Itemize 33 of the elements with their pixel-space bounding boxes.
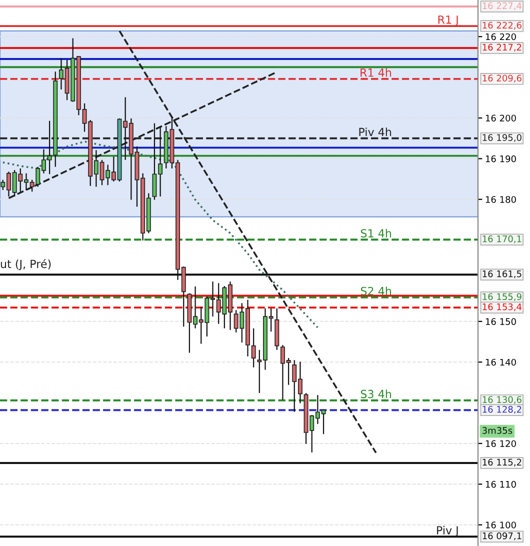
y-tick-label: 16 110 xyxy=(486,480,516,488)
annotation: S3 4h xyxy=(360,390,392,398)
y-tick-label: 16 120 xyxy=(486,440,516,448)
annotation: S2 4h xyxy=(360,286,392,296)
annotation: Piv 4h xyxy=(359,128,392,136)
y-tick-label: 16 190 xyxy=(486,155,516,162)
ref-line-label: 16 170,1 xyxy=(482,235,522,244)
y-tick-label: 16 200 xyxy=(486,114,516,122)
ref-line-label: 16 155,9 xyxy=(482,293,522,301)
y-tick-label: 16 180 xyxy=(486,196,516,203)
annotation: ut (J, Pré) xyxy=(0,259,51,270)
ref-line-label: 16 130,6 xyxy=(482,396,522,404)
ref-line-label: 16 115,2 xyxy=(482,458,522,467)
ref-line-label: 16 209,6 xyxy=(482,74,522,82)
ref-line-label: 16 161,5 xyxy=(482,270,522,278)
y-tick-label: 16 220 xyxy=(486,33,516,40)
annotation: R1 4h xyxy=(360,68,392,77)
y-tick-label: 16 140 xyxy=(486,358,516,366)
y-tick-label: 16 100 xyxy=(486,522,516,528)
line-series xyxy=(2,140,319,328)
ref-line-label: 16 153,4 xyxy=(482,303,522,312)
annotation: S1 4h xyxy=(360,228,392,238)
y-tick-label: 16 150 xyxy=(486,318,516,325)
ref-line-label: 16 222,6 xyxy=(482,22,522,30)
annotation: R1 J xyxy=(438,16,458,26)
ref-line-label: 16 217,2 xyxy=(482,44,522,52)
ref-line-label: 16 227,4 xyxy=(482,2,522,10)
ref-line-label: 16 128,2 xyxy=(482,406,522,414)
annotation: 3m35s xyxy=(482,427,512,434)
annotation: Piv J xyxy=(437,526,458,537)
candlestick xyxy=(251,328,256,368)
ref-line-label: 16 195,0 xyxy=(482,134,522,142)
ref-line-label: 16 097,1 xyxy=(482,532,522,540)
